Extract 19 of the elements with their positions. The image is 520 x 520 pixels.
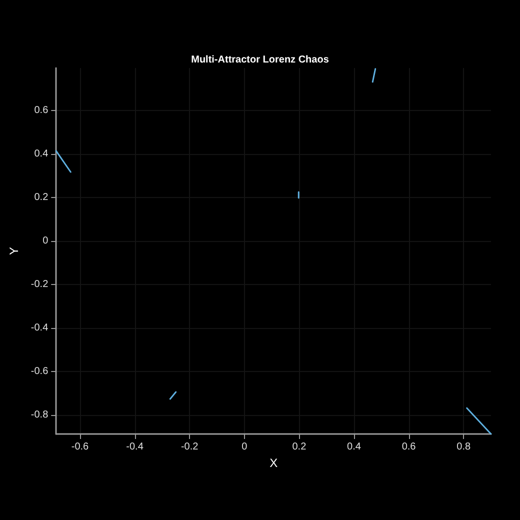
y-tick-label: 0 bbox=[42, 235, 49, 246]
y-tick-label: -0.8 bbox=[30, 410, 49, 421]
x-tick-label: 0.6 bbox=[402, 442, 416, 452]
x-tick-label: 0.2 bbox=[292, 442, 307, 452]
y-tick-label: 0.4 bbox=[34, 148, 49, 160]
chart-title: Multi-Attractor Lorenz Chaos bbox=[191, 54, 330, 66]
y-tick-label: -0.6 bbox=[30, 366, 49, 378]
x-tick-label: -0.4 bbox=[126, 442, 144, 452]
y-tick-label: 0.6 bbox=[34, 104, 49, 116]
y-axis-title: Y bbox=[7, 246, 21, 256]
x-tick-label: 0 bbox=[242, 442, 248, 452]
x-tick-label: 0.8 bbox=[456, 442, 471, 452]
x-axis-title: X bbox=[270, 456, 278, 470]
y-tick-label: 0.2 bbox=[34, 192, 49, 203]
x-tick-label: -0.2 bbox=[180, 442, 199, 452]
x-tick-label: -0.6 bbox=[71, 442, 90, 452]
y-tick-label: -0.2 bbox=[30, 279, 49, 290]
x-tick-label: 0.4 bbox=[347, 442, 362, 452]
y-tick-label: -0.4 bbox=[30, 322, 49, 334]
